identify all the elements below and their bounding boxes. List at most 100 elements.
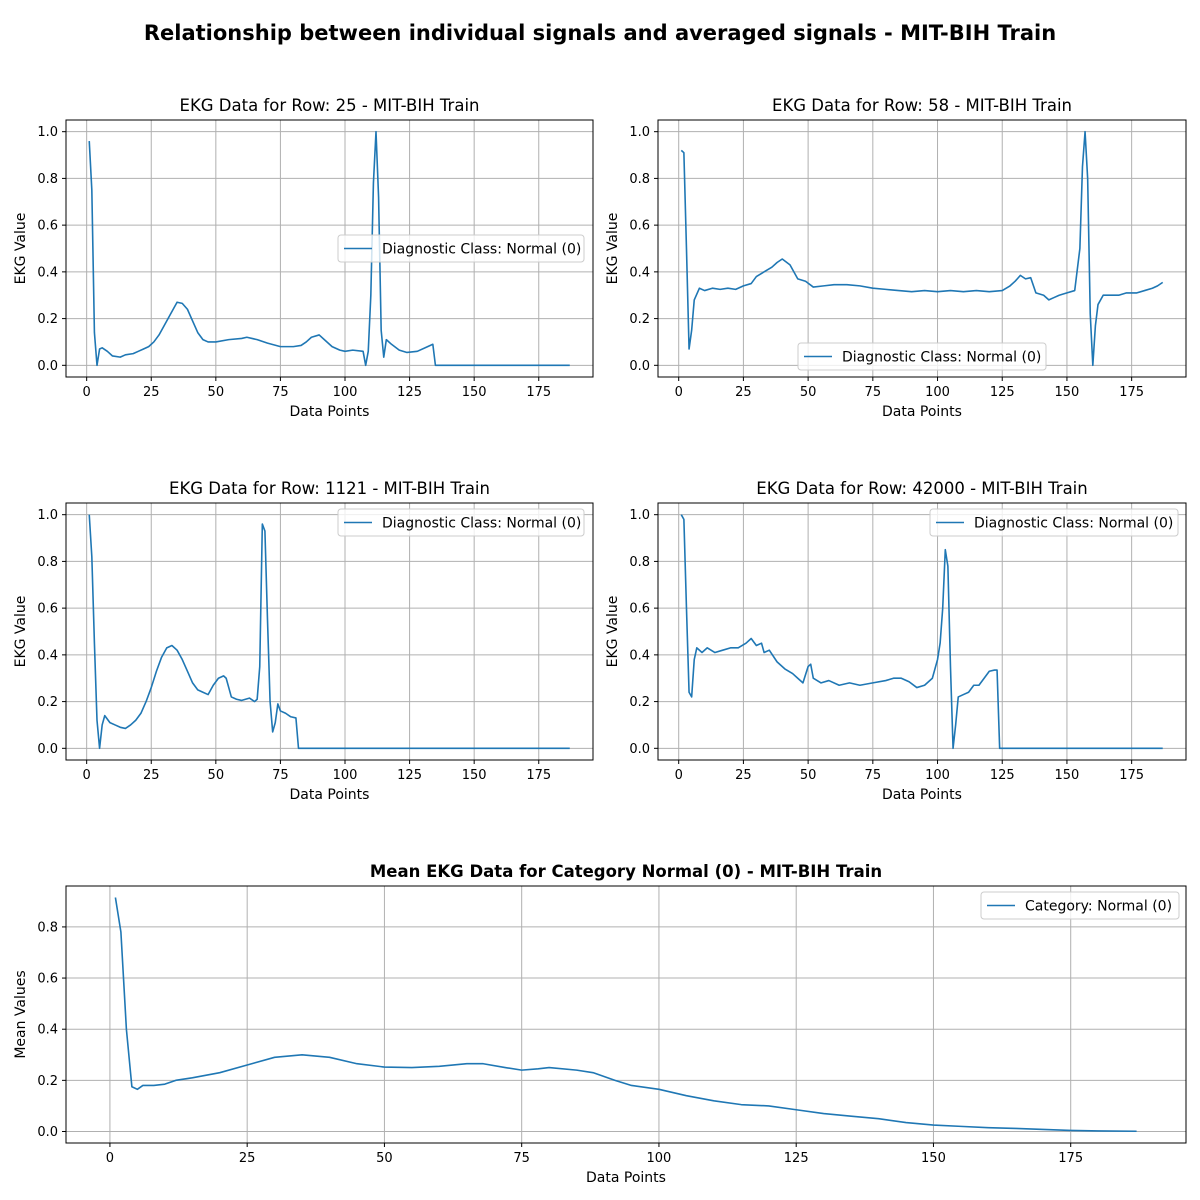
chart-3-x-tick-label-4: 100 (925, 768, 950, 783)
chart-0-x-tick-label-0: 0 (83, 385, 91, 400)
chart-3-x-tick-label-1: 25 (735, 768, 752, 783)
chart-1-x-axis-label: Data Points (882, 404, 962, 420)
chart-4-legend: Category: Normal (0) (980, 891, 1180, 920)
chart-1-y-tick-label-1: 0.2 (629, 312, 650, 327)
chart-2-y-tick-label-2: 0.4 (37, 648, 58, 663)
chart-1-legend-label-0: Diagnostic Class: Normal (0) (842, 350, 1041, 366)
chart-0-x-axis-label: Data Points (290, 404, 370, 420)
chart-1-y-tick-label-4: 0.8 (629, 172, 650, 187)
chart-0-x-tick-label-3: 75 (272, 385, 289, 400)
chart-2-legend-box (337, 508, 585, 537)
chart-3-y-tick-label-3: 0.6 (629, 602, 650, 617)
chart-1-series-line-0 (680, 130, 1164, 367)
chart-2-y-tick-label-5: 1.0 (37, 508, 58, 523)
chart-2-plot-frame (65, 502, 594, 761)
chart-panel-mean-normal: 0 25 50 75 100 125 150 175 0.0 0.2 0.4 0.6 0.8 Data P… (13, 862, 1187, 1186)
chart-3-x-axis-label: Data Points (882, 787, 962, 803)
chart-1-x-tick-label-0: 0 (675, 385, 683, 400)
chart-2-x-tick-label-0: 0 (83, 768, 91, 783)
chart-4-x-tick-label-0: 0 (106, 1151, 114, 1166)
figure-title: Relationship between individual signals … (144, 21, 1056, 45)
chart-3-y-tick-label-5: 1.0 (629, 508, 650, 523)
chart-3-y-axis-label: EKG Value (605, 596, 621, 668)
chart-3-x-tick-label-6: 150 (1055, 768, 1080, 783)
chart-4-y-tick-label-0: 0.0 (37, 1125, 58, 1140)
chart-1-title: EKG Data for Row: 58 - MIT-BIH Train (772, 96, 1072, 115)
chart-0-title: EKG Data for Row: 25 - MIT-BIH Train (180, 96, 480, 115)
chart-4-x-tick-label-7: 175 (1058, 1151, 1083, 1166)
chart-4-x-tick-label-5: 125 (784, 1151, 809, 1166)
chart-4-y-tick-label-3: 0.6 (37, 972, 58, 987)
chart-4-legend-box (980, 891, 1180, 920)
chart-1-y-axis-label: EKG Value (605, 213, 621, 285)
chart-4-y-tick-label-4: 0.8 (37, 920, 58, 935)
chart-0-y-tick-label-2: 0.4 (37, 265, 58, 280)
chart-0-y-tick-label-3: 0.6 (37, 219, 58, 234)
chart-2-x-tick-label-1: 25 (143, 768, 160, 783)
chart-2-y-tick-label-0: 0.0 (37, 742, 58, 757)
chart-3-y-tick-label-4: 0.8 (629, 555, 650, 570)
chart-1-x-tick-label-3: 75 (865, 385, 882, 400)
chart-4-title: Mean EKG Data for Category Normal (0) - … (370, 862, 882, 881)
chart-2-legend-label-0: Diagnostic Class: Normal (0) (382, 516, 581, 532)
chart-4-y-tick-label-2: 0.4 (37, 1023, 58, 1038)
chart-4-y-tick-label-1: 0.2 (37, 1074, 58, 1089)
chart-4-series-line-0 (114, 897, 1137, 1133)
chart-2-y-axis-label: EKG Value (13, 596, 29, 668)
chart-3-x-tick-label-7: 175 (1119, 768, 1144, 783)
chart-1-x-tick-label-5: 125 (990, 385, 1015, 400)
chart-1-x-tick-label-7: 175 (1119, 385, 1144, 400)
chart-1-y-tick-label-2: 0.4 (629, 265, 650, 280)
chart-0-legend-label-0: Diagnostic Class: Normal (0) (382, 242, 581, 258)
chart-2-x-tick-label-6: 150 (462, 768, 487, 783)
chart-1-y-tick-label-5: 1.0 (629, 125, 650, 140)
chart-1-x-tick-label-1: 25 (735, 385, 752, 400)
chart-3-y-tick-label-1: 0.2 (629, 695, 650, 710)
chart-1-plot-frame (657, 119, 1187, 378)
chart-panel-row-1121: 0 25 50 75 100 125 150 175 0.0 0.2 0.4 0.6 0.8 1.0 Dat… (13, 479, 594, 803)
chart-2-legend: Diagnostic Class: Normal (0) (337, 508, 585, 537)
chart-2-x-tick-label-3: 75 (272, 768, 289, 783)
chart-4-x-tick-label-1: 25 (239, 1151, 256, 1166)
chart-2-x-tick-label-5: 125 (397, 768, 422, 783)
chart-0-legend-box (337, 234, 585, 263)
chart-0-series-line-0 (88, 130, 570, 367)
chart-0-x-tick-label-6: 150 (462, 385, 487, 400)
chart-4-y-axis-label: Mean Values (13, 970, 29, 1058)
chart-3-series-line-0 (680, 514, 1163, 750)
chart-3-title: EKG Data for Row: 42000 - MIT-BIH Train (756, 479, 1087, 498)
chart-2-x-tick-label-4: 100 (333, 768, 358, 783)
chart-panel-row-25: 0 25 50 75 100 125 150 175 0.0 0.2 0.4 0.6 0.8 1.0 Dat… (13, 96, 594, 420)
chart-1-y-tick-label-0: 0.0 (629, 359, 650, 374)
chart-1-y-tick-label-3: 0.6 (629, 219, 650, 234)
chart-panel-row-42000: 0 25 50 75 100 125 150 175 0.0 0.2 0.4 0.6 0.8 1.0 Dat… (605, 479, 1187, 803)
chart-panel-row-58: 0 25 50 75 100 125 150 175 0.0 0.2 0.4 0.6 0.8 1.0 Dat… (605, 96, 1187, 420)
chart-2-x-tick-label-7: 175 (526, 768, 551, 783)
chart-0-x-tick-label-5: 125 (397, 385, 422, 400)
chart-2-x-tick-label-2: 50 (208, 768, 225, 783)
chart-3-x-tick-label-5: 125 (990, 768, 1015, 783)
chart-2-y-tick-label-4: 0.8 (37, 555, 58, 570)
chart-0-y-tick-label-4: 0.8 (37, 172, 58, 187)
chart-0-legend: Diagnostic Class: Normal (0) (337, 234, 585, 263)
chart-3-x-tick-label-2: 50 (800, 768, 817, 783)
chart-3-x-tick-label-0: 0 (675, 768, 683, 783)
chart-0-x-tick-label-7: 175 (526, 385, 551, 400)
chart-4-x-tick-label-3: 75 (513, 1151, 530, 1166)
chart-1-x-tick-label-6: 150 (1055, 385, 1080, 400)
chart-4-plot-frame (65, 885, 1187, 1144)
chart-0-x-tick-label-2: 50 (208, 385, 225, 400)
chart-4-legend-label-0: Category: Normal (0) (1025, 899, 1172, 915)
chart-3-legend-label-0: Diagnostic Class: Normal (0) (974, 516, 1173, 532)
chart-3-y-tick-label-2: 0.4 (629, 648, 650, 663)
chart-1-x-tick-label-4: 100 (925, 385, 950, 400)
chart-0-y-tick-label-0: 0.0 (37, 359, 58, 374)
chart-2-y-tick-label-1: 0.2 (37, 695, 58, 710)
chart-4-x-tick-label-4: 100 (647, 1151, 672, 1166)
chart-4-x-tick-label-6: 150 (921, 1151, 946, 1166)
chart-3-plot-frame (657, 502, 1187, 761)
chart-2-y-tick-label-3: 0.6 (37, 602, 58, 617)
chart-2-series-line-0 (88, 514, 570, 750)
